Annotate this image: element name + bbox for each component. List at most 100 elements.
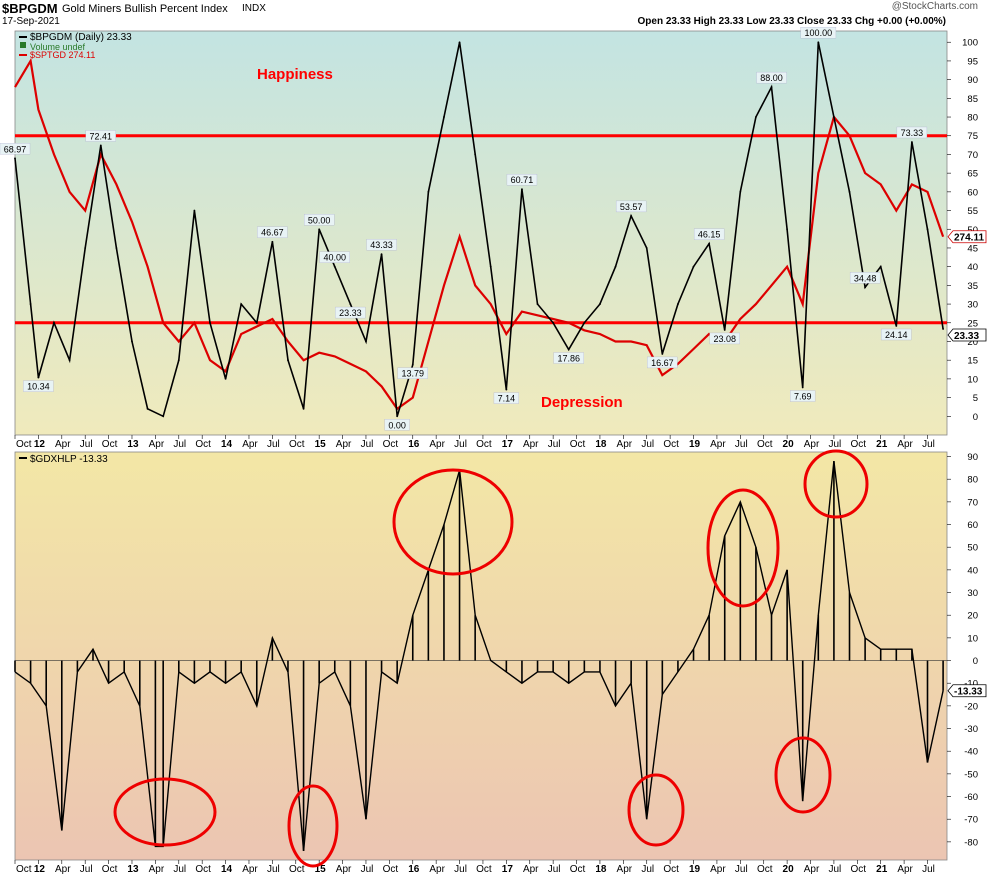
x-tick-label: Apr [897, 864, 913, 875]
x-tick-label: 21 [876, 864, 888, 875]
bpgdm-point [692, 265, 695, 268]
point-label: 10.34 [27, 382, 50, 392]
x-tick-label: Apr [55, 864, 71, 875]
bpgdm-point [770, 86, 773, 89]
bpgdm-point [801, 386, 804, 389]
x-tick-label: 21 [876, 439, 888, 450]
y-tick-label: -50 [964, 769, 978, 780]
bpgdm-point [630, 215, 633, 217]
x-tick-label: 16 [408, 439, 420, 450]
x-tick-label: Apr [429, 439, 445, 450]
bpgdm-point [723, 329, 726, 331]
x-tick-label: Apr [710, 864, 726, 875]
y-tick-label: 90 [967, 75, 978, 86]
point-label-box [384, 419, 410, 431]
bpgdm-point [786, 228, 789, 231]
x-tick-label: 17 [502, 439, 514, 450]
x-tick-label: Jul [80, 439, 93, 450]
y-tick-label: 20 [967, 611, 978, 622]
point-label: 23.33 [339, 308, 362, 318]
x-tick-label: Oct [102, 864, 118, 875]
point-label-box [756, 71, 787, 84]
bpgdm-point [567, 348, 570, 351]
x-tick-label: Apr [897, 439, 913, 450]
x-tick-label: 20 [783, 439, 795, 450]
y-tick-label: 5 [973, 393, 978, 404]
point-label-box [23, 380, 54, 392]
x-tick-label: 19 [689, 864, 701, 875]
last-value-bpgdm: 23.33 [954, 331, 979, 342]
x-tick-label: Jul [641, 864, 654, 875]
annotation-depression: Depression [541, 394, 623, 411]
x-tick-label: Oct [757, 864, 773, 875]
x-tick-label: 20 [783, 864, 795, 875]
x-tick-label: Oct [16, 439, 32, 450]
bpgdm-point [271, 240, 274, 243]
point-label-box [790, 390, 816, 402]
point-label: 46.15 [698, 230, 721, 240]
x-tick-label: Oct [289, 864, 305, 875]
x-tick-label: 19 [689, 439, 701, 450]
x-tick-label: Apr [336, 439, 352, 450]
annotation-happiness: Happiness [257, 66, 333, 83]
x-tick-label: 18 [595, 864, 607, 875]
x-tick-label: Oct [195, 439, 211, 450]
x-tick-label: Apr [429, 864, 445, 875]
sptgd-series-line [14, 57, 945, 411]
bpgdm-point [115, 247, 118, 249]
bpgdm-point [817, 41, 820, 44]
x-tick-label: Jul [548, 864, 561, 875]
x-tick-label: Jul [454, 864, 467, 875]
point-label: 24.14 [885, 330, 908, 340]
ohlc-readout: Open 23.33 High 23.33 Low 23.33 Close 23… [637, 16, 946, 27]
point-label-box [896, 126, 928, 139]
point-label: 46.67 [261, 228, 284, 238]
point-label: 68.97 [4, 144, 27, 154]
point-label-box [0, 143, 31, 155]
y-tick-label: 75 [967, 131, 978, 142]
bpgdm-point [864, 286, 867, 289]
bpgdm-point [926, 228, 929, 231]
bpgdm-point [677, 303, 679, 305]
x-tick-label: Apr [523, 439, 539, 450]
x-tick-label: Oct [476, 864, 492, 875]
x-tick-label: Jul [173, 864, 186, 875]
y-tick-label: 40 [967, 565, 978, 576]
point-label-box [85, 130, 116, 142]
y-tick-label: 30 [967, 300, 978, 311]
bpgdm-point [443, 116, 445, 118]
point-label: 88.00 [760, 73, 783, 83]
highlight-circle [392, 468, 514, 576]
x-tick-label: Oct [570, 864, 586, 875]
x-tick-label: Jul [548, 439, 561, 450]
y-tick-label: 10 [967, 374, 978, 385]
point-label-box [335, 306, 366, 319]
highlight-circle [706, 488, 780, 608]
legend-gdxhlp: $GDXHLP -13.33 [30, 454, 108, 465]
x-tick-label: Oct [757, 439, 773, 450]
point-label-box [493, 392, 519, 404]
point-label: 100.00 [805, 28, 833, 38]
bpgdm-point [255, 321, 258, 324]
bpgdm-point [879, 265, 882, 268]
highlight-circle [287, 784, 339, 868]
lower-panel-background [14, 451, 948, 861]
bpgdm-point [318, 228, 321, 231]
bpgdm-point [427, 190, 430, 193]
bpgdm-point [99, 144, 102, 147]
point-label: 72.41 [90, 131, 113, 141]
legend-swatch [20, 42, 26, 48]
x-tick-label: 15 [315, 439, 327, 450]
bpgdm-point [53, 321, 55, 324]
point-label-box [553, 352, 584, 364]
bpgdm-point [708, 242, 711, 245]
y-tick-label: 60 [967, 520, 978, 531]
y-tick-label: 70 [967, 497, 978, 508]
point-label-box [849, 272, 881, 284]
x-tick-label: Apr [804, 864, 820, 875]
y-tick-label: -20 [964, 701, 978, 712]
y-tick-label: 70 [967, 150, 978, 161]
x-tick-label: Jul [641, 439, 654, 450]
bpgdm-point [29, 303, 32, 305]
bpgdm-point [131, 340, 133, 343]
